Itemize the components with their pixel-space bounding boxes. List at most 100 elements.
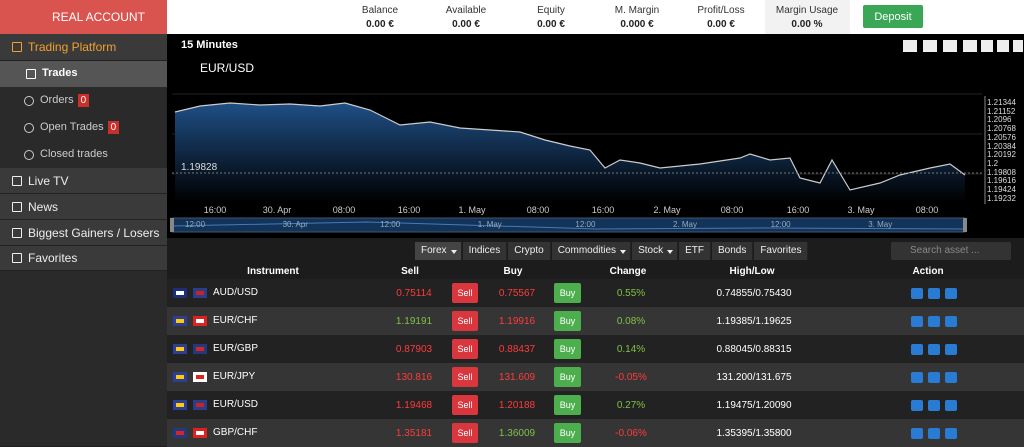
change: 0.27% [616, 400, 646, 411]
tab[interactable]: Forex [415, 242, 462, 260]
sidebar-label[interactable]: Trading Platform [28, 40, 117, 54]
buy-button[interactable]: Buy [554, 423, 581, 443]
action-icon[interactable] [928, 372, 940, 383]
sidebar-icon [12, 201, 22, 212]
stat-label: M. Margin [614, 5, 660, 16]
margin-usage-bg [765, 0, 850, 34]
sell-button[interactable]: Sell [452, 423, 478, 443]
action-icon[interactable] [911, 400, 923, 411]
stat-value: 0.000 € [620, 19, 654, 30]
sell-button[interactable]: Sell [452, 395, 478, 415]
sidebar-label[interactable]: Biggest Gainers / Losers [28, 225, 160, 240]
buy-button[interactable]: Buy [554, 311, 581, 331]
sidebar-label[interactable]: Closed trades [40, 147, 108, 160]
sidebar-label[interactable]: Favorites [28, 251, 78, 265]
instrument: EUR/JPY [213, 371, 256, 382]
sidebar-icon [24, 95, 34, 106]
instrument: AUD/USD [213, 287, 259, 298]
tool-icon[interactable] [943, 40, 957, 52]
y-tick-label: 1.20192 [987, 150, 1016, 160]
tool-icon[interactable] [981, 40, 993, 52]
tab[interactable]: Indices [462, 242, 508, 260]
x-tick-label: 16:00 [786, 205, 810, 215]
tool-icon[interactable] [963, 40, 977, 52]
sell-button[interactable]: Sell [452, 311, 478, 331]
sell-button[interactable]: Sell [452, 339, 478, 359]
action-icon[interactable] [928, 400, 940, 411]
tab[interactable]: Bonds [711, 242, 754, 260]
search-box[interactable] [891, 242, 1011, 260]
buy-button[interactable]: Buy [554, 395, 581, 415]
navigator-handle[interactable] [170, 218, 174, 232]
buy-button[interactable]: Buy [554, 339, 581, 359]
y-tick-label: 1.19616 [987, 176, 1016, 186]
tool-icon[interactable] [997, 40, 1009, 52]
tool-icon[interactable] [903, 40, 917, 52]
buy-button[interactable]: Buy [554, 283, 581, 303]
sell-button[interactable]: Sell [452, 367, 478, 387]
action-icon[interactable] [911, 344, 923, 355]
action-icon[interactable] [945, 372, 957, 383]
action-icon[interactable] [911, 372, 923, 383]
interval-select[interactable]: 15 Minutes [181, 39, 238, 51]
column-header: Action [912, 266, 944, 277]
action-icon[interactable] [945, 288, 957, 299]
sidebar-icon [12, 227, 22, 238]
action-icon[interactable] [945, 428, 957, 439]
high-low: 1.19475/1.20090 [716, 400, 792, 411]
tab[interactable]: Favorites [754, 242, 809, 260]
x-tick-label: 30. Apr [262, 205, 292, 215]
sidebar-item[interactable] [0, 34, 167, 61]
sidebar-icon [24, 149, 34, 160]
deposit-button[interactable] [863, 5, 923, 28]
sidebar-label[interactable]: Orders [40, 93, 74, 106]
column-header: Buy [503, 266, 523, 277]
y-tick-label: 1.21152 [987, 106, 1016, 116]
action-icon[interactable] [928, 344, 940, 355]
y-tick-label: 1.20384 [987, 141, 1016, 151]
table-row [167, 391, 1024, 419]
action-icon[interactable] [911, 428, 923, 439]
column-header: Instrument [247, 266, 299, 277]
action-icon[interactable] [945, 316, 957, 327]
tab[interactable]: Commodities [551, 242, 632, 260]
sidebar-label[interactable]: News [28, 199, 59, 214]
y-tick-label: 1.20768 [987, 124, 1016, 134]
action-icon[interactable] [945, 344, 957, 355]
sidebar-label[interactable]: Live TV [28, 173, 69, 188]
account-label[interactable]: REAL ACCOUNT [52, 10, 145, 24]
action-icon[interactable] [928, 288, 940, 299]
navigator-handle[interactable] [963, 218, 967, 232]
sidebar-item[interactable] [0, 194, 167, 220]
sidebar-label[interactable]: Trades [42, 67, 78, 79]
dropdown-caret [667, 250, 674, 254]
x-tick-label: 16:00 [203, 205, 227, 215]
tab[interactable]: Crypto [508, 242, 551, 260]
sidebar-item[interactable] [0, 246, 167, 271]
flag [193, 428, 207, 438]
action-icon[interactable] [911, 316, 923, 327]
tool-icon[interactable] [1013, 40, 1023, 52]
tool-icon[interactable] [923, 40, 937, 52]
action-icon[interactable] [928, 428, 940, 439]
tab[interactable]: Stock [632, 242, 679, 260]
action-icon[interactable] [911, 288, 923, 299]
account-header[interactable] [0, 0, 167, 34]
y-tick-label: 1.19808 [987, 167, 1016, 177]
sidebar-item[interactable] [0, 168, 167, 194]
deposit-label[interactable]: Deposit [874, 11, 912, 23]
sidebar-icon [12, 175, 22, 186]
sidebar-item[interactable] [0, 220, 167, 246]
x-tick-label: 16:00 [397, 205, 421, 215]
action-icon[interactable] [928, 316, 940, 327]
buy-button[interactable]: Buy [554, 367, 581, 387]
y-tick-label: 1.21344 [987, 98, 1016, 107]
sidebar-label[interactable]: Open Trades [40, 120, 104, 133]
y-tick-label: 1.19232 [987, 193, 1016, 203]
action-icon[interactable] [945, 400, 957, 411]
sell-button[interactable]: Sell [452, 283, 478, 303]
tab[interactable]: ETF [679, 242, 711, 260]
change: 0.08% [616, 316, 646, 327]
search-placeholder[interactable]: Search asset ... [910, 245, 980, 256]
